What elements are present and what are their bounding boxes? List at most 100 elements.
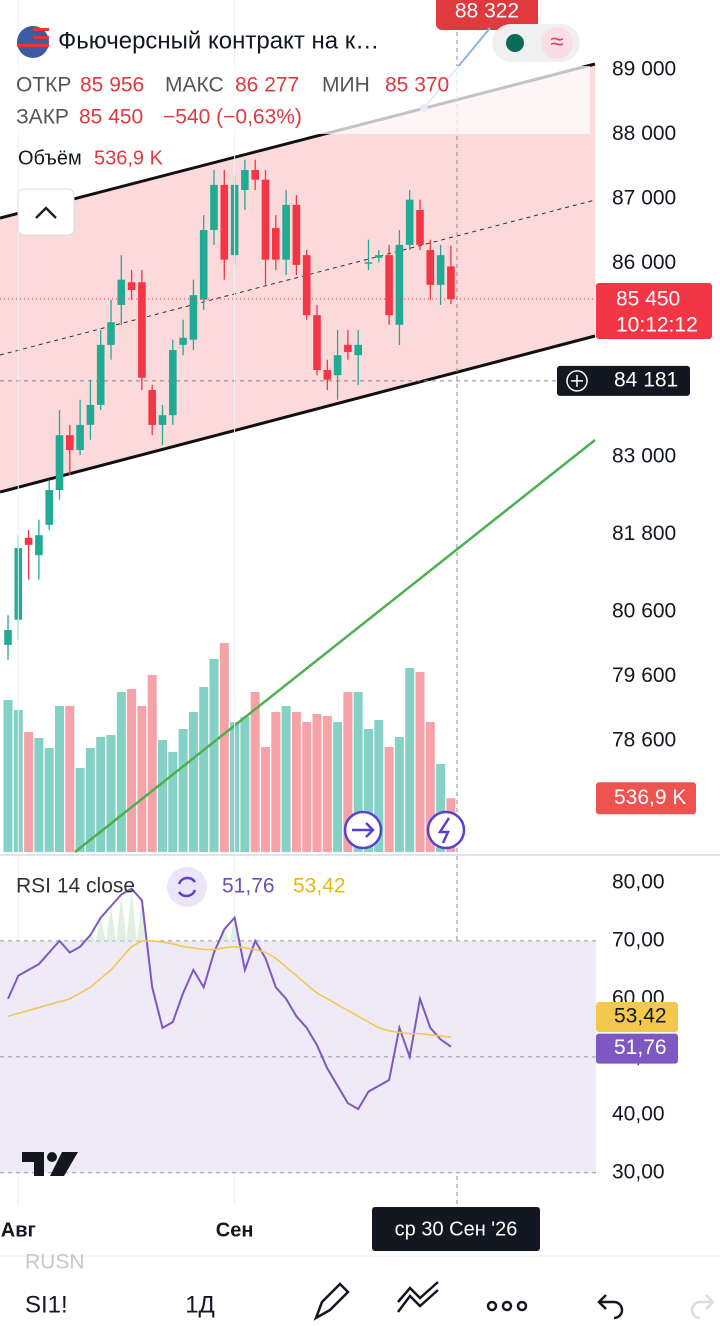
y-tick-label: 78 600 (612, 729, 676, 752)
events-icon[interactable] (426, 810, 466, 850)
crosshair-plus-glyph (571, 374, 583, 387)
volume-bar (240, 717, 250, 852)
channel-bottom (0, 334, 596, 494)
rsi-legend-value: 51,76 (222, 875, 275, 898)
candle-body (189, 295, 198, 340)
volume-bar (147, 675, 157, 852)
candle-body (436, 255, 445, 285)
volume-bar (436, 764, 446, 852)
rsi-badge-label: 51,76 (614, 1036, 667, 1059)
volume-bar (405, 668, 415, 852)
candle-body (302, 255, 311, 316)
candle-body (138, 282, 146, 378)
more-icon[interactable] (486, 1300, 528, 1312)
delay-icon (541, 27, 573, 59)
volume-bar (85, 748, 95, 852)
volume-bar (343, 692, 353, 852)
delay-icon-glyph: ≈ (550, 28, 563, 55)
flag-stripe (33, 28, 49, 31)
volume-label: Объём (18, 147, 82, 169)
volume-bar (168, 752, 178, 852)
collapse-button[interactable] (17, 188, 75, 236)
candle-body (117, 279, 126, 305)
volume-bar (65, 706, 75, 852)
candle-body (447, 266, 455, 300)
low-value: 85 370 (385, 74, 449, 97)
toolbar-symbol[interactable]: SI1! (25, 1291, 68, 1318)
volume-label-box (596, 782, 696, 815)
rsi-ma-badge-label: 53,42 (614, 1005, 667, 1028)
rsi-title: RSI 14 close (16, 875, 135, 898)
y-tick-label: 89 000 (612, 58, 676, 81)
y-tick-label: 87 000 (612, 187, 676, 210)
last-price-time: 10:12:12 (616, 314, 698, 337)
crosshair-date: ср 30 Сен '26 (395, 1218, 518, 1240)
candle-body (210, 184, 218, 231)
volume-bar (250, 692, 260, 852)
y-tick-label: 30,00 (612, 1160, 665, 1183)
volume-bar (425, 722, 435, 852)
y-tick-label: 70,00 (612, 928, 665, 951)
last-price-box (596, 283, 712, 340)
candle-body (261, 179, 270, 260)
rsi-line (7, 887, 452, 1111)
volume-bar (209, 659, 219, 852)
collapse-icon (35, 206, 57, 219)
tv-logo-dot (47, 1152, 57, 1162)
volume-bar (96, 737, 106, 852)
candle-body (179, 337, 187, 345)
candle-body (364, 262, 373, 264)
candle-body (313, 315, 321, 371)
volume-bar (394, 737, 404, 852)
volume-bar (415, 672, 425, 852)
candle-body (416, 210, 424, 245)
change-value: −540 (−0,63%) (163, 106, 302, 129)
candle-body (199, 230, 208, 300)
symbol-title[interactable]: Фьючерсный контракт на к… (58, 27, 379, 54)
volume-bar (261, 747, 270, 852)
volume-bar (3, 700, 13, 852)
volume-bar (219, 643, 229, 852)
last-price-label: 85 450 (616, 288, 680, 311)
candle-body (251, 170, 259, 180)
rsi-badge (596, 1033, 678, 1064)
flag-icon[interactable] (17, 26, 49, 58)
candle-body (86, 404, 95, 425)
y-tick-label: 86 000 (612, 251, 676, 274)
undo-icon[interactable] (597, 1294, 624, 1320)
volume-bar (364, 729, 373, 852)
candle-body (292, 204, 301, 265)
draw-tool-icon[interactable] (313, 1282, 350, 1321)
volume-bar (384, 747, 394, 852)
chart-layer: 89 000 88 000 87 000 86 000 83 000 81 800 80 6… (0, 0, 712, 1251)
candle-body (55, 435, 64, 491)
rsi-settings-glyph (177, 876, 197, 898)
candle-body (148, 390, 156, 425)
volume-bar (322, 716, 332, 852)
rsi-legend-value: 53,42 (293, 875, 346, 898)
rsi-settings-icon[interactable] (167, 867, 207, 907)
volume-bar (34, 738, 44, 852)
indicators-icon[interactable] (397, 1281, 439, 1313)
volume-bar (106, 735, 116, 852)
candle-body (35, 535, 43, 556)
volume-bar (137, 706, 147, 852)
toolbar-interval[interactable]: 1Д (185, 1291, 215, 1318)
candle-body (344, 344, 352, 352)
y-tick-label: 79 600 (612, 664, 676, 687)
volume-bar (116, 692, 126, 852)
candle-body (375, 255, 383, 258)
volume-bar (312, 714, 322, 852)
candle-body (272, 228, 280, 260)
candle-body (107, 322, 115, 345)
volume-bar (75, 768, 85, 852)
candle-body (354, 344, 362, 356)
y-tick-label: 80,00 (612, 870, 665, 893)
crosshair-box (557, 365, 690, 396)
overbought-fill (85, 888, 240, 941)
hidden-symbol: RUSN (25, 1251, 85, 1274)
ohlc-panel (0, 66, 590, 134)
candle-body (158, 415, 167, 425)
y-tick-label: 88 000 (612, 122, 676, 145)
high-label: МАКС (165, 74, 224, 97)
